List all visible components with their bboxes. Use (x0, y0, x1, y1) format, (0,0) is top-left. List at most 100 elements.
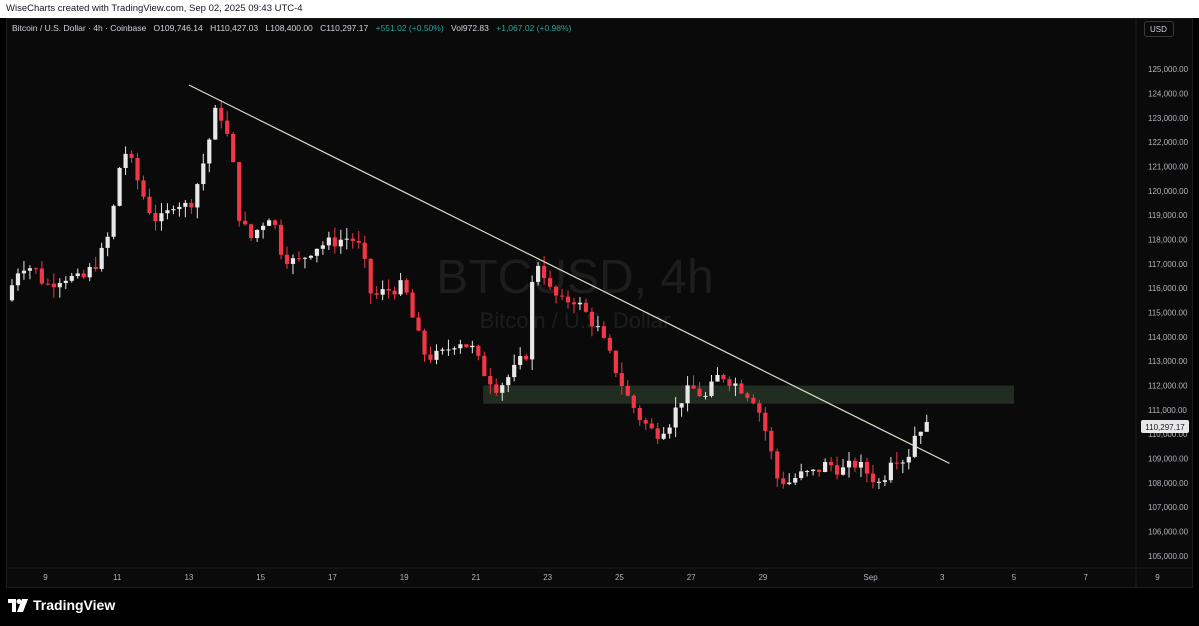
candle-body[interactable] (924, 421, 929, 432)
candle-body[interactable] (840, 467, 846, 475)
candle-body[interactable] (709, 381, 714, 396)
candle-body[interactable] (147, 196, 152, 214)
candle-body[interactable] (129, 153, 134, 159)
descending-trendline[interactable] (188, 84, 950, 464)
candle-body[interactable] (852, 460, 858, 468)
candle-body[interactable] (775, 451, 780, 479)
candle-body[interactable] (506, 377, 511, 386)
candle-body[interactable] (512, 364, 517, 378)
candle-body[interactable] (601, 326, 606, 338)
currency-button[interactable]: USD (1144, 21, 1174, 37)
candle-body[interactable] (518, 356, 523, 365)
candle-body[interactable] (344, 238, 349, 240)
candle-body[interactable] (882, 480, 887, 482)
candle-body[interactable] (721, 374, 726, 380)
candle-body[interactable] (213, 107, 218, 140)
candle-body[interactable] (619, 373, 624, 386)
candle-body[interactable] (649, 423, 654, 429)
candle-body[interactable] (362, 242, 367, 259)
chart-pane[interactable] (6, 18, 1193, 588)
candle-body[interactable] (811, 469, 816, 472)
candle-body[interactable] (559, 295, 565, 297)
candle-body[interactable] (667, 427, 672, 434)
candle-body[interactable] (356, 240, 361, 243)
candle-body[interactable] (757, 403, 762, 413)
candle-body[interactable] (864, 461, 870, 474)
candle-body[interactable] (470, 345, 475, 348)
candle-body[interactable] (243, 220, 248, 225)
candle-body[interactable] (374, 293, 379, 295)
candle-body[interactable] (828, 461, 834, 466)
candle-body[interactable] (171, 209, 176, 211)
candle-body[interactable] (858, 461, 864, 468)
candle-body[interactable] (111, 205, 116, 237)
candle-body[interactable] (302, 257, 308, 259)
candle-body[interactable] (434, 350, 439, 360)
candle-body[interactable] (739, 383, 744, 394)
candle-body[interactable] (697, 388, 702, 397)
candle-body[interactable] (272, 220, 278, 225)
candle-body[interactable] (260, 225, 266, 230)
candle-body[interactable] (332, 237, 337, 247)
candle-body[interactable] (488, 376, 493, 385)
candle-body[interactable] (637, 407, 642, 421)
candle-body[interactable] (27, 268, 33, 271)
candle-body[interactable] (679, 403, 684, 408)
candle-body[interactable] (368, 258, 373, 294)
candle-body[interactable] (189, 202, 194, 208)
candle-body[interactable] (691, 385, 696, 389)
candle-body[interactable] (894, 462, 899, 464)
candle-body[interactable] (643, 420, 648, 424)
candle-body[interactable] (249, 224, 254, 238)
candle-body[interactable] (320, 245, 325, 249)
candle-body[interactable] (625, 385, 630, 396)
candle-body[interactable] (69, 275, 74, 281)
candle-body[interactable] (117, 168, 122, 206)
candle-body[interactable] (296, 258, 302, 260)
candle-body[interactable] (231, 133, 236, 163)
candle-body[interactable] (876, 481, 882, 483)
candle-body[interactable] (846, 460, 852, 468)
candle-body[interactable] (565, 296, 571, 303)
candle-body[interactable] (428, 354, 433, 360)
candle-body[interactable] (39, 268, 44, 284)
tradingview-brand[interactable]: TradingView (8, 597, 115, 613)
candle-body[interactable] (547, 278, 553, 287)
candle-body[interactable] (751, 397, 756, 404)
candle-body[interactable] (870, 473, 876, 483)
candle-body[interactable] (33, 268, 38, 270)
candle-body[interactable] (75, 273, 80, 276)
legend-symbol[interactable]: Bitcoin / U.S. Dollar · 4h · Coinbase (12, 23, 147, 33)
candle-body[interactable] (314, 248, 319, 256)
candle-body[interactable] (219, 107, 224, 121)
candle-body[interactable] (918, 431, 923, 436)
candle-body[interactable] (452, 348, 457, 350)
candle-body[interactable] (583, 302, 589, 312)
candle-body[interactable] (613, 350, 618, 374)
candle-body[interactable] (458, 344, 463, 349)
candle-body[interactable] (326, 237, 331, 246)
candle-body[interactable] (255, 229, 260, 238)
candle-body[interactable] (398, 280, 403, 295)
candle-body[interactable] (183, 202, 188, 207)
candle-body[interactable] (464, 344, 469, 348)
candle-body[interactable] (577, 302, 583, 305)
candle-body[interactable] (63, 280, 68, 284)
candle-body[interactable] (673, 407, 678, 428)
candle-body[interactable] (177, 206, 182, 210)
candle-body[interactable] (410, 292, 415, 318)
candle-body[interactable] (733, 383, 738, 386)
candle-body[interactable] (805, 471, 810, 473)
candle-body[interactable] (266, 220, 272, 226)
candle-body[interactable] (500, 385, 505, 393)
candle-body[interactable] (278, 224, 284, 255)
candle-body[interactable] (350, 238, 355, 241)
candle-body[interactable] (195, 184, 200, 208)
candle-body[interactable] (338, 239, 343, 247)
candle-body[interactable] (225, 120, 230, 134)
candle-body[interactable] (595, 326, 600, 328)
candle-body[interactable] (476, 345, 481, 356)
candle-body[interactable] (57, 283, 62, 288)
candle-body[interactable] (105, 236, 110, 248)
